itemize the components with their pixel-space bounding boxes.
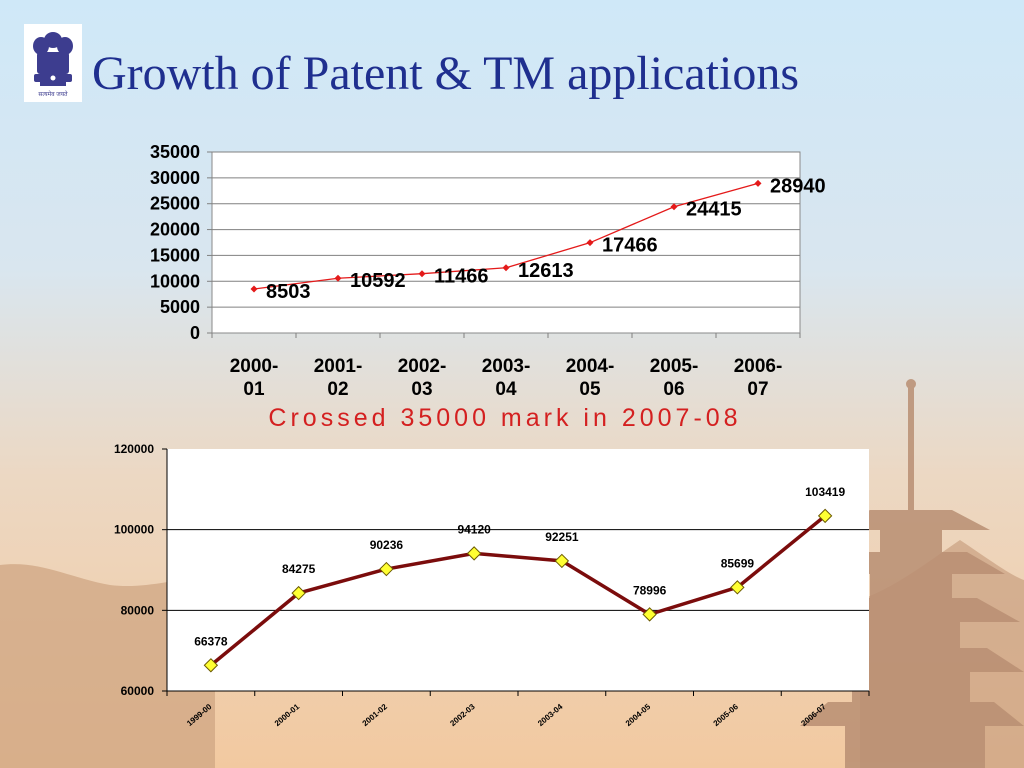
mountain-silhouette <box>0 564 215 768</box>
data-label: 10592 <box>350 270 406 292</box>
x-tick-label: 2003-04 <box>482 356 531 400</box>
data-label: 28940 <box>770 175 826 197</box>
x-tick-label: 2004-05 <box>566 356 615 400</box>
data-label: 94120 <box>457 522 491 536</box>
data-label: 24415 <box>686 199 742 221</box>
page-title: Growth of Patent & TM applications <box>92 47 800 100</box>
x-tick-label: 2006-07 <box>734 356 783 400</box>
milestone-note: Crossed 35000 mark in 2007-08 <box>268 404 742 432</box>
x-tick-label: 2000-01 <box>230 356 279 400</box>
x-tick-label: 2002-03 <box>398 356 447 400</box>
data-point <box>466 546 482 561</box>
data-point <box>754 179 762 187</box>
x-tick-label: 2006-07 <box>799 702 828 728</box>
x-tick-label: 2005-06 <box>712 702 741 728</box>
data-label: 66378 <box>194 634 228 648</box>
x-tick-label: 2001-02 <box>361 702 390 728</box>
data-label: 11466 <box>434 266 489 288</box>
y-tick-label: 120000 <box>114 442 154 456</box>
national-emblem-logo: सत्यमेव जयते <box>24 24 82 102</box>
data-label: 103419 <box>805 485 845 499</box>
x-tick-label: 2004-05 <box>624 702 653 728</box>
data-point <box>670 203 678 211</box>
emblem-caption: सत्यमेव जयते <box>38 90 68 98</box>
y-tick-label: 30000 <box>150 168 200 188</box>
y-tick-label: 80000 <box>121 603 155 617</box>
data-point <box>730 580 745 595</box>
data-label: 12613 <box>518 260 574 282</box>
x-tick-label: 2000-01 <box>273 702 302 728</box>
y-tick-label: 5000 <box>160 297 200 317</box>
y-tick-label: 10000 <box>150 271 200 291</box>
y-tick-label: 20000 <box>150 220 200 240</box>
x-tick-label: 2002-03 <box>448 702 477 728</box>
data-label: 85699 <box>721 556 755 570</box>
y-tick-label: 100000 <box>114 523 154 537</box>
plot-area <box>211 151 801 334</box>
y-tick-label: 15000 <box>150 245 200 265</box>
data-point <box>817 508 833 524</box>
y-tick-label: 35000 <box>150 142 200 162</box>
data-point <box>291 585 306 601</box>
x-tick-label: 2003-04 <box>536 702 565 728</box>
data-label: 78996 <box>633 583 667 597</box>
data-point <box>203 658 219 673</box>
y-tick-label: 60000 <box>121 684 155 698</box>
x-tick-label: 1999-00 <box>185 702 214 728</box>
data-point <box>250 285 258 293</box>
data-point <box>502 264 510 272</box>
emblem-icon: सत्यमेव जयते <box>24 24 82 102</box>
data-label: 92251 <box>545 530 579 544</box>
x-tick-label: 2001-02 <box>314 356 363 400</box>
data-label: 90236 <box>370 538 404 552</box>
data-point <box>379 561 394 577</box>
data-label: 17466 <box>602 235 658 257</box>
data-label: 8503 <box>266 281 311 303</box>
y-tick-label: 25000 <box>150 194 200 214</box>
data-point <box>586 239 594 247</box>
tm-applications-chart: 60000 80000 100000 120000 1999-00 2000-01 2001… <box>114 442 870 728</box>
x-tick-label: 2005-06 <box>650 356 699 400</box>
data-point <box>334 274 342 282</box>
data-label: 84275 <box>282 562 316 576</box>
series-line <box>209 514 827 667</box>
patent-applications-chart: 0 5000 10000 15000 20000 25000 30000 35000 2000-… <box>150 142 826 400</box>
data-point <box>418 270 426 278</box>
plot-area <box>167 449 869 691</box>
y-tick-label: 0 <box>190 323 200 343</box>
data-point <box>554 553 570 569</box>
data-point <box>642 607 657 622</box>
